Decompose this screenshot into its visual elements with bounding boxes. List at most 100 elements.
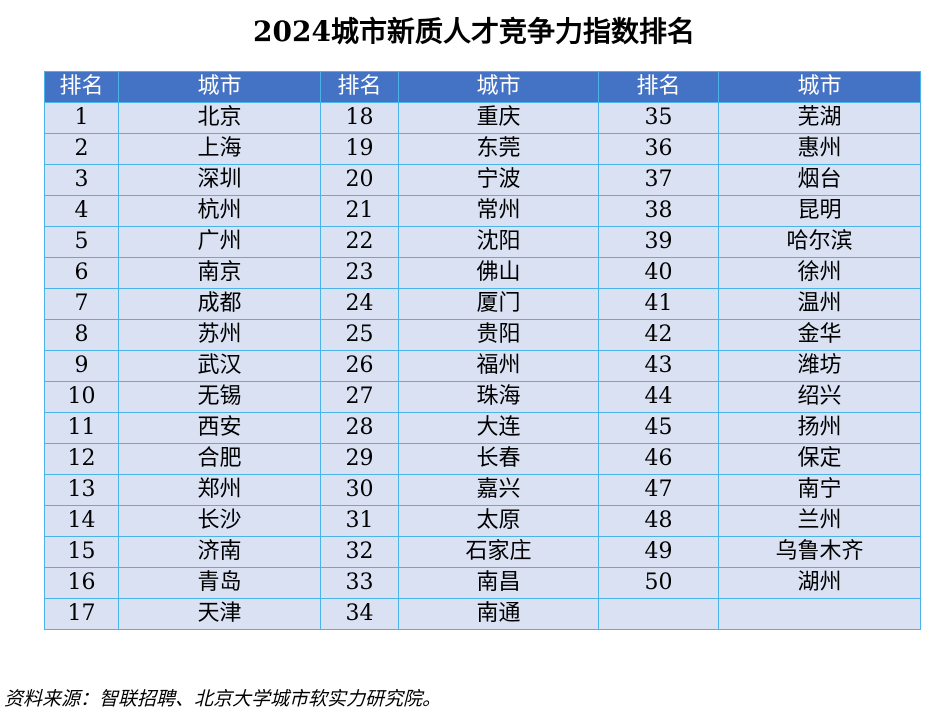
table-row: 12 合肥 29 长春 46 保定 <box>44 443 921 475</box>
city-cell: 昆明 <box>718 195 921 227</box>
rank-cell: 9 <box>44 350 119 382</box>
rank-cell: 28 <box>320 412 399 444</box>
rank-cell: 22 <box>320 226 399 258</box>
city-cell: 南京 <box>118 257 321 289</box>
city-cell: 长沙 <box>118 505 321 537</box>
table-row: 14 长沙 31 太原 48 兰州 <box>44 505 921 537</box>
city-cell: 郑州 <box>118 474 321 506</box>
rank-cell: 2 <box>44 133 119 165</box>
city-cell: 青岛 <box>118 567 321 599</box>
header-rank: 排名 <box>598 71 719 103</box>
city-cell: 温州 <box>718 288 921 320</box>
source-note: 资料来源：智联招聘、北京大学城市软实力研究院。 <box>4 688 442 710</box>
city-cell: 嘉兴 <box>398 474 599 506</box>
city-cell: 湖州 <box>718 567 921 599</box>
rank-cell: 4 <box>44 195 119 227</box>
city-cell: 厦门 <box>398 288 599 320</box>
city-cell: 乌鲁木齐 <box>718 536 921 568</box>
table-row: 8 苏州 25 贵阳 42 金华 <box>44 319 921 351</box>
city-cell: 珠海 <box>398 381 599 413</box>
city-cell: 合肥 <box>118 443 321 475</box>
table-row: 1 北京 18 重庆 35 芜湖 <box>44 102 921 134</box>
rank-cell: 1 <box>44 102 119 134</box>
rank-cell: 8 <box>44 319 119 351</box>
city-cell: 沈阳 <box>398 226 599 258</box>
city-cell: 天津 <box>118 598 321 630</box>
city-cell: 深圳 <box>118 164 321 196</box>
table-row: 10 无锡 27 珠海 44 绍兴 <box>44 381 921 413</box>
rank-cell: 3 <box>44 164 119 196</box>
rank-cell: 16 <box>44 567 119 599</box>
city-cell: 绍兴 <box>718 381 921 413</box>
rank-cell: 15 <box>44 536 119 568</box>
city-cell: 太原 <box>398 505 599 537</box>
city-cell: 济南 <box>118 536 321 568</box>
rank-cell: 19 <box>320 133 399 165</box>
rank-cell: 12 <box>44 443 119 475</box>
rank-cell: 49 <box>598 536 719 568</box>
city-cell: 长春 <box>398 443 599 475</box>
rank-cell: 27 <box>320 381 399 413</box>
table-row: 17 天津 34 南通 <box>44 598 921 630</box>
city-cell: 徐州 <box>718 257 921 289</box>
ranking-table: 排名 城市 排名 城市 排名 城市 1 北京 18 重庆 35 芜湖 2 上海 19 东莞 36 惠州… <box>44 71 921 630</box>
city-cell: 宁波 <box>398 164 599 196</box>
table-row: 16 青岛 33 南昌 50 湖州 <box>44 567 921 599</box>
city-cell: 成都 <box>118 288 321 320</box>
rank-cell: 48 <box>598 505 719 537</box>
city-cell: 金华 <box>718 319 921 351</box>
city-cell: 扬州 <box>718 412 921 444</box>
rank-cell: 23 <box>320 257 399 289</box>
header-city: 城市 <box>118 71 321 103</box>
rank-cell: 17 <box>44 598 119 630</box>
rank-cell: 41 <box>598 288 719 320</box>
table-row: 9 武汉 26 福州 43 潍坊 <box>44 350 921 382</box>
rank-cell: 40 <box>598 257 719 289</box>
city-cell: 上海 <box>118 133 321 165</box>
rank-cell: 47 <box>598 474 719 506</box>
rank-cell: 32 <box>320 536 399 568</box>
rank-cell: 36 <box>598 133 719 165</box>
city-cell: 石家庄 <box>398 536 599 568</box>
city-cell: 重庆 <box>398 102 599 134</box>
rank-cell: 6 <box>44 257 119 289</box>
rank-cell: 34 <box>320 598 399 630</box>
header-rank: 排名 <box>320 71 399 103</box>
city-cell: 贵阳 <box>398 319 599 351</box>
table-row: 13 郑州 30 嘉兴 47 南宁 <box>44 474 921 506</box>
table-row: 7 成都 24 厦门 41 温州 <box>44 288 921 320</box>
rank-cell: 5 <box>44 226 119 258</box>
rank-cell: 33 <box>320 567 399 599</box>
rank-cell: 38 <box>598 195 719 227</box>
city-cell: 西安 <box>118 412 321 444</box>
table-row: 2 上海 19 东莞 36 惠州 <box>44 133 921 165</box>
rank-cell: 35 <box>598 102 719 134</box>
header-rank: 排名 <box>44 71 119 103</box>
rank-cell: 26 <box>320 350 399 382</box>
city-cell: 南通 <box>398 598 599 630</box>
city-cell <box>718 598 921 630</box>
rank-cell: 18 <box>320 102 399 134</box>
rank-cell: 20 <box>320 164 399 196</box>
rank-cell: 21 <box>320 195 399 227</box>
rank-cell: 13 <box>44 474 119 506</box>
table-header-row: 排名 城市 排名 城市 排名 城市 <box>44 71 921 103</box>
rank-cell: 29 <box>320 443 399 475</box>
rank-cell: 14 <box>44 505 119 537</box>
rank-cell: 42 <box>598 319 719 351</box>
city-cell: 北京 <box>118 102 321 134</box>
rank-cell: 46 <box>598 443 719 475</box>
rank-cell: 31 <box>320 505 399 537</box>
rank-cell: 11 <box>44 412 119 444</box>
city-cell: 武汉 <box>118 350 321 382</box>
table-row: 5 广州 22 沈阳 39 哈尔滨 <box>44 226 921 258</box>
rank-cell: 10 <box>44 381 119 413</box>
page-title: 2024城市新质人才竞争力指数排名 <box>253 15 695 48</box>
rank-cell <box>598 598 719 630</box>
city-cell: 哈尔滨 <box>718 226 921 258</box>
table-row: 15 济南 32 石家庄 49 乌鲁木齐 <box>44 536 921 568</box>
rank-cell: 24 <box>320 288 399 320</box>
city-cell: 苏州 <box>118 319 321 351</box>
city-cell: 南昌 <box>398 567 599 599</box>
city-cell: 兰州 <box>718 505 921 537</box>
